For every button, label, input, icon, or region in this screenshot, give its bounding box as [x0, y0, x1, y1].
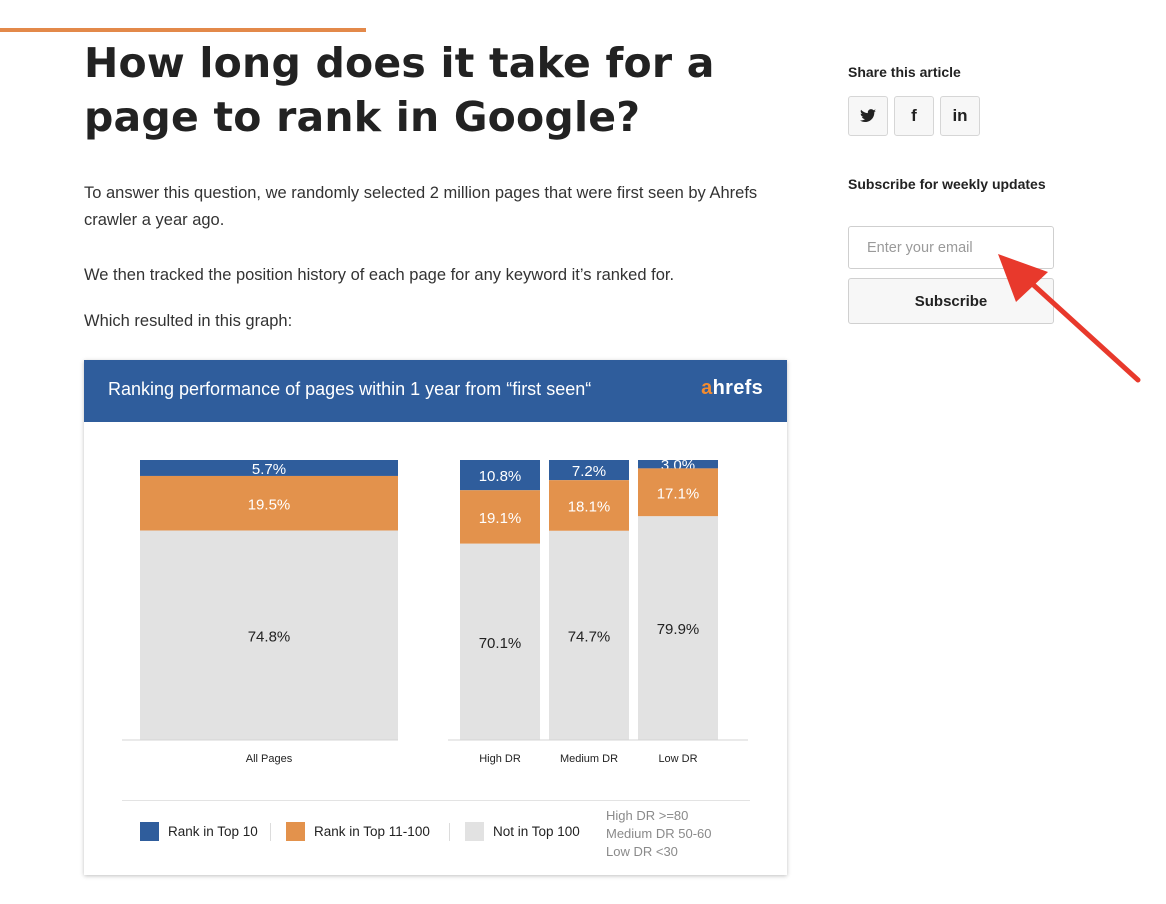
legend-label: Rank in Top 10: [168, 824, 258, 839]
bar-segment: [460, 543, 540, 740]
legend-item-top11-100: Rank in Top 11-100: [286, 822, 430, 841]
ahrefs-logo: ahrefs: [701, 377, 763, 399]
dr-note-low: Low DR <30: [606, 844, 678, 859]
data-label: 19.1%: [479, 510, 522, 527]
legend-separator: [270, 823, 271, 841]
paragraph-2: We then tracked the position history of …: [84, 266, 675, 284]
category-label: Medium DR: [560, 753, 618, 765]
bar-segment: [140, 460, 398, 476]
bar-segment: [638, 460, 718, 469]
chart-legend: Rank in Top 10 Rank in Top 11-100 Not in…: [84, 800, 787, 875]
share-twitter-button[interactable]: [848, 96, 888, 136]
share-heading: Share this article: [848, 64, 961, 80]
facebook-icon: f: [911, 106, 917, 125]
bar-segment: [549, 460, 629, 481]
legend-separator: [449, 823, 450, 841]
share-facebook-button[interactable]: f: [894, 96, 934, 136]
category-label: Low DR: [658, 753, 697, 765]
subscribe-heading: Subscribe for weekly updates: [848, 176, 1046, 192]
bar-segment: [460, 460, 540, 491]
data-label: 70.1%: [479, 635, 522, 652]
stacked-bar-chart: 5.7% 19.5% 74.8% All Pages 10.8% 19.1% 70.1% Hi…: [122, 457, 748, 765]
top-accent-bar: [0, 28, 366, 32]
data-label: 7.2%: [572, 463, 606, 480]
category-label: All Pages: [246, 753, 293, 765]
legend-divider: [122, 800, 750, 801]
bar-segment: [549, 530, 629, 740]
bar-segment: [549, 480, 629, 531]
data-label: 10.8%: [479, 468, 522, 485]
figure-title: Ranking performance of pages within 1 ye…: [108, 379, 592, 399]
bar-segment: [638, 468, 718, 517]
legend-label: Not in Top 100: [493, 824, 580, 839]
dr-notes: High DR >=80 Medium DR 50-60 Low DR <30: [606, 807, 712, 861]
data-label: 79.9%: [657, 621, 700, 638]
data-label: 5.7%: [252, 461, 286, 478]
email-input[interactable]: [848, 226, 1054, 269]
twitter-icon: [860, 109, 876, 122]
data-label: 17.1%: [657, 485, 700, 502]
data-label: 19.5%: [248, 496, 291, 513]
legend-label: Rank in Top 11-100: [314, 824, 430, 839]
legend-swatch: [465, 822, 484, 841]
share-buttons: f in: [848, 96, 986, 136]
data-label: 18.1%: [568, 499, 611, 516]
sidebar: Share this article f in Subscribe for we…: [848, 64, 1058, 324]
linkedin-icon: in: [952, 106, 968, 125]
data-label: 74.7%: [568, 628, 611, 645]
bar-segment: [140, 530, 398, 740]
legend-swatch: [286, 822, 305, 841]
bar-segment: [638, 516, 718, 740]
bar-segment: [140, 475, 398, 531]
data-label: 74.8%: [248, 628, 291, 645]
article: How long does it take for a page to rank…: [84, 32, 790, 144]
paragraph-1: To answer this question, we randomly sel…: [84, 184, 758, 229]
category-label: High DR: [479, 753, 521, 765]
legend-item-top10: Rank in Top 10: [140, 822, 258, 841]
article-title: How long does it take for a page to rank…: [84, 39, 715, 141]
chart-figure: Ranking performance of pages within 1 ye…: [84, 360, 787, 875]
paragraph-3: Which resulted in this graph:: [84, 312, 293, 330]
red-arrow-icon: [998, 254, 1141, 383]
dr-note-high: High DR >=80: [606, 808, 689, 823]
share-linkedin-button[interactable]: in: [940, 96, 980, 136]
dr-note-medium: Medium DR 50-60: [606, 826, 712, 841]
legend-item-not-top100: Not in Top 100: [465, 822, 580, 841]
figure-header: Ranking performance of pages within 1 ye…: [84, 360, 787, 422]
bar-segment: [460, 490, 540, 544]
legend-swatch: [140, 822, 159, 841]
